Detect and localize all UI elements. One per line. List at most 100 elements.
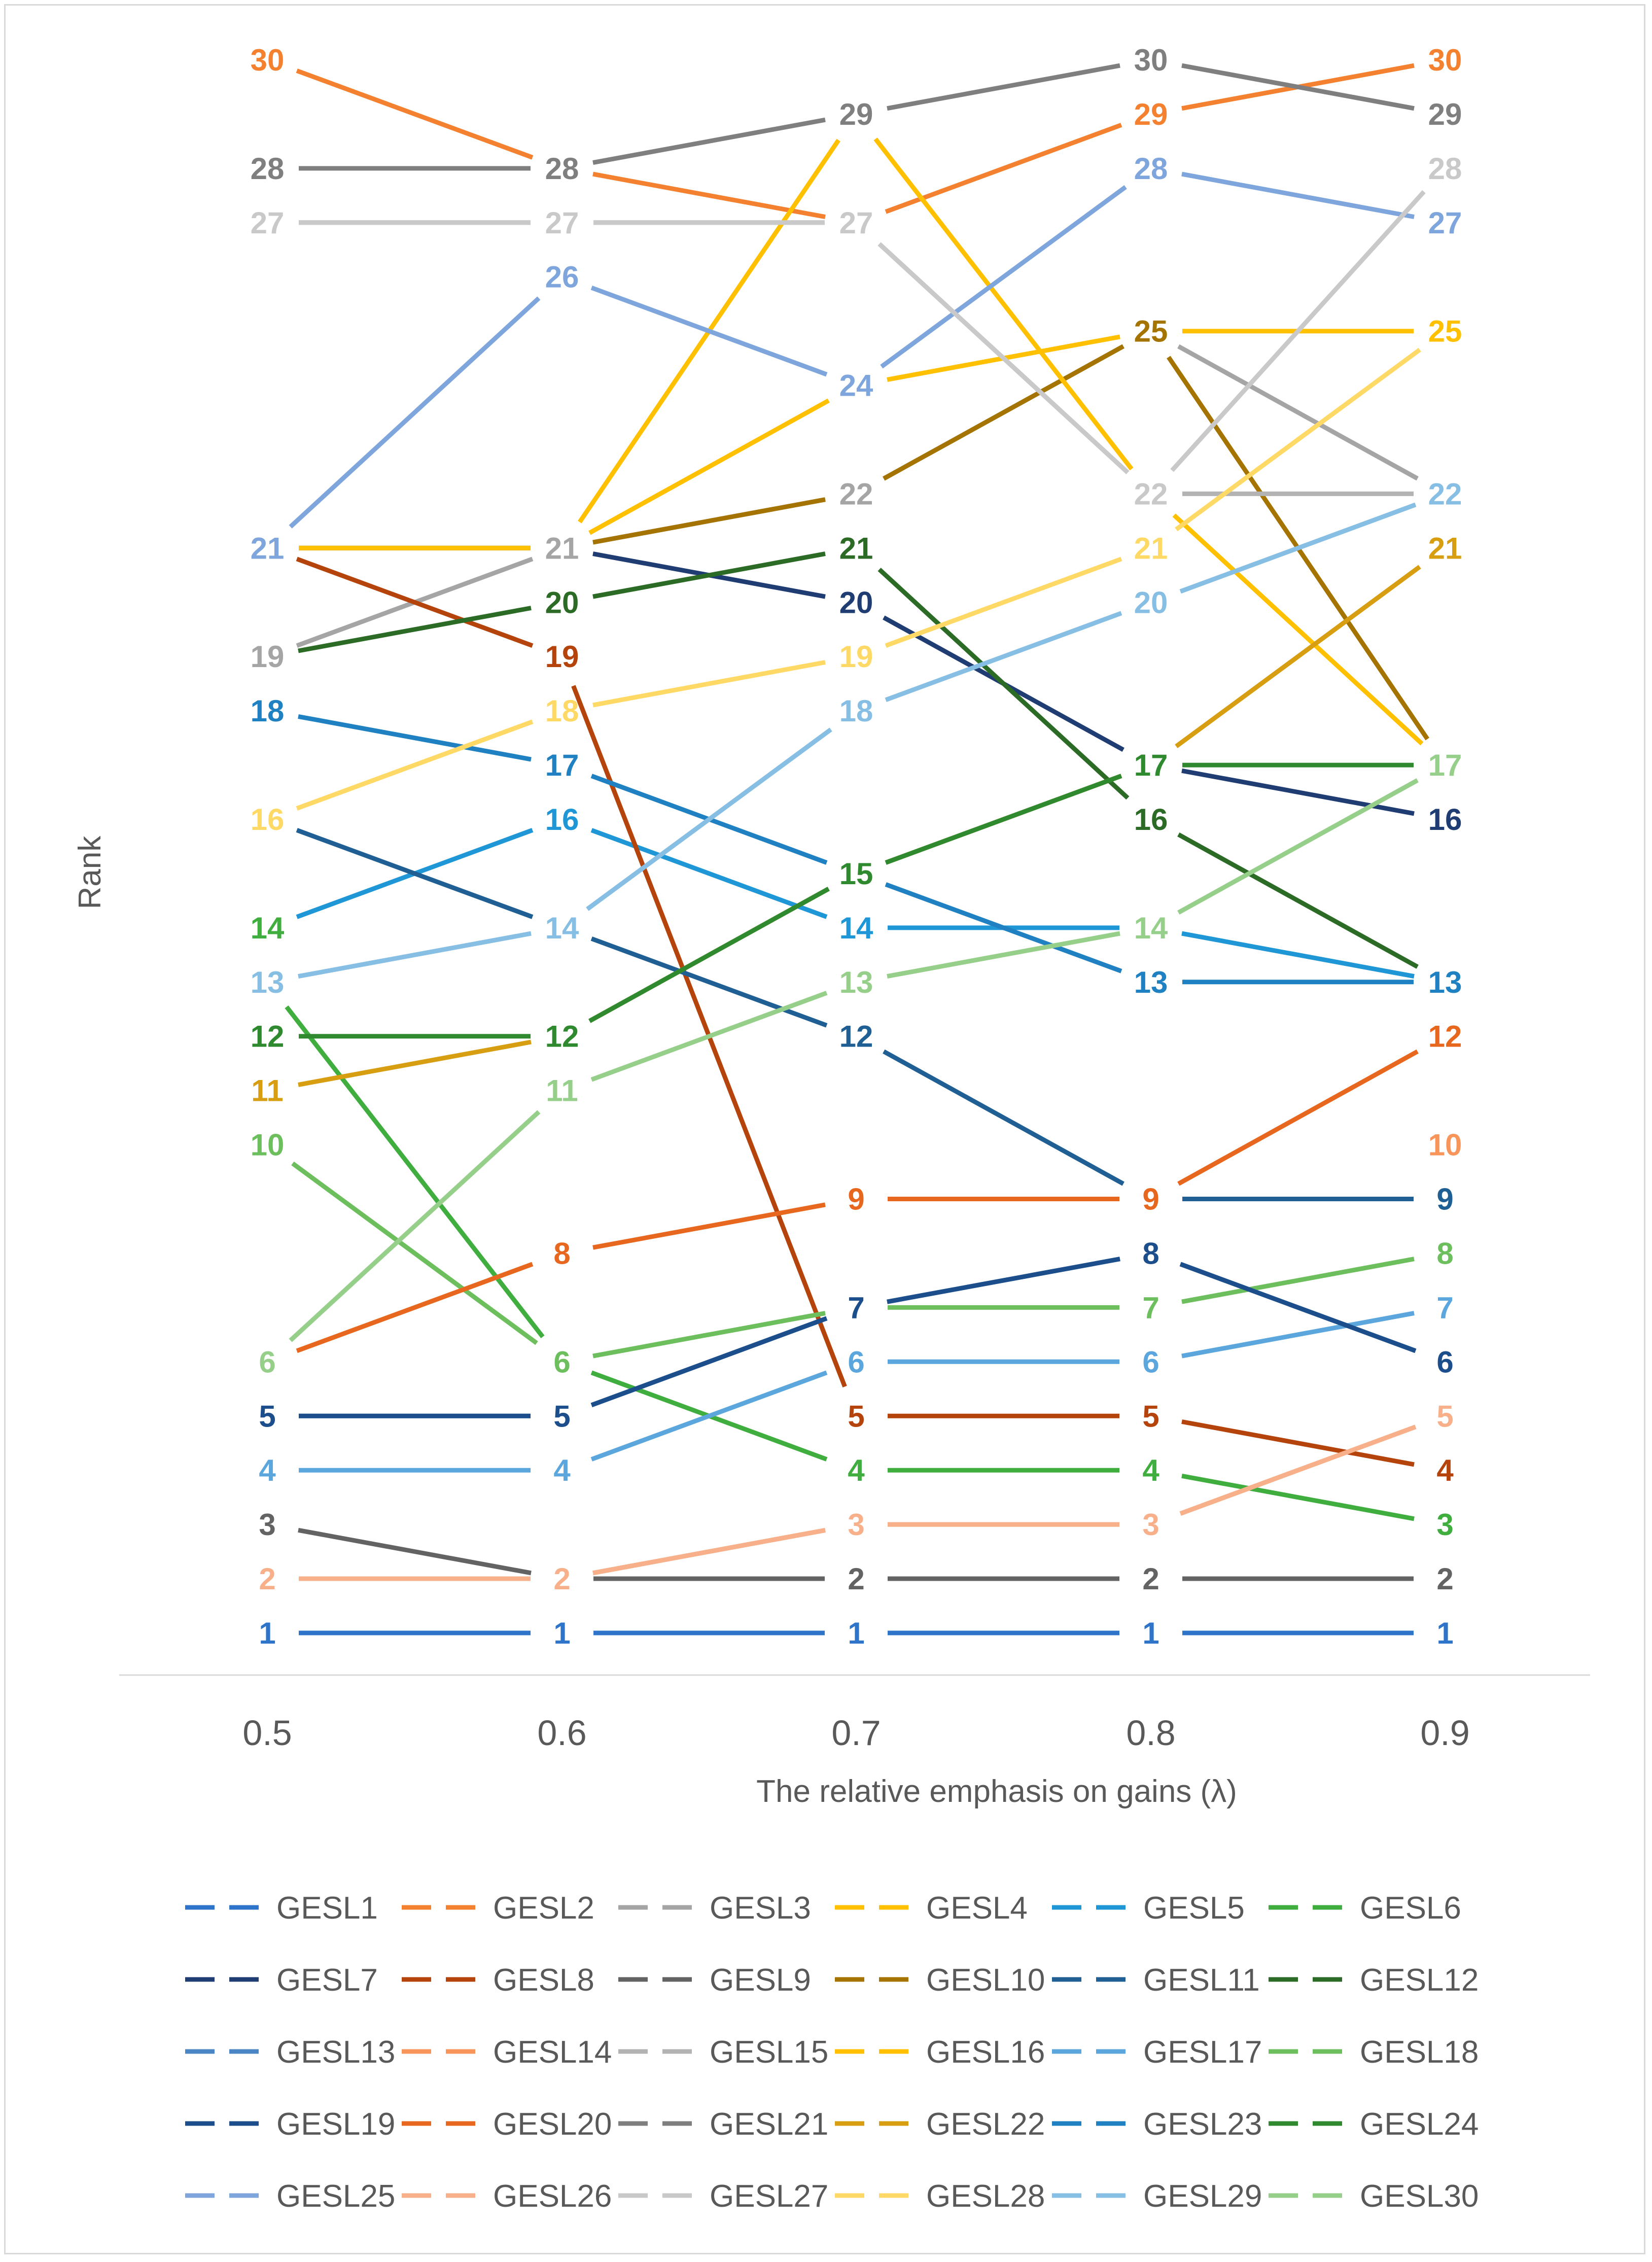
series-lines bbox=[285, 63, 1429, 1635]
line-segment-gesl12-1 bbox=[298, 606, 532, 653]
line-segment-gesl18-2 bbox=[592, 1311, 826, 1359]
rank-label: 4 bbox=[259, 1453, 276, 1487]
rank-label: 13 bbox=[1428, 965, 1462, 999]
line-segment-gesl27-4 bbox=[1170, 190, 1426, 472]
rank-label: 4 bbox=[1436, 1453, 1454, 1487]
line-segment-gesl19-3 bbox=[887, 1257, 1120, 1304]
legend-entry-label: GESL22 bbox=[926, 2107, 1045, 2142]
rank-label: 1 bbox=[1142, 1616, 1159, 1650]
line-segment-gesl5-2 bbox=[590, 828, 828, 919]
legend-entry-label: GESL7 bbox=[276, 1963, 378, 1998]
rank-label: 6 bbox=[1436, 1345, 1453, 1379]
line-segment-gesl27-3 bbox=[877, 242, 1130, 474]
rank-label: 2 bbox=[553, 1562, 570, 1596]
legend-entry-label: GESL25 bbox=[276, 2179, 395, 2214]
x-tick-label: 0.6 bbox=[537, 1713, 586, 1753]
legend-entry-label: GESL3 bbox=[710, 1891, 811, 1926]
line-segment-gesl10-2 bbox=[592, 497, 826, 545]
line-segment-gesl24-3 bbox=[885, 774, 1122, 865]
rank-label: 1 bbox=[259, 1616, 275, 1650]
line-segment-gesl29-3 bbox=[885, 611, 1122, 702]
rank-label: 16 bbox=[251, 803, 285, 837]
line-segment-gesl19-2 bbox=[590, 1316, 828, 1408]
rank-label: 21 bbox=[1134, 531, 1168, 565]
x-tick-label: 0.7 bbox=[831, 1713, 881, 1753]
rank-label: 24 bbox=[839, 369, 873, 403]
line-segment-gesl20-4 bbox=[1177, 1049, 1419, 1186]
legend-entry-label: GESL21 bbox=[710, 2107, 828, 2142]
legend-entry-label: GESL6 bbox=[1360, 1891, 1461, 1926]
line-segment-gesl6-1 bbox=[285, 1005, 545, 1339]
line-segment-gesl17-2 bbox=[590, 1370, 828, 1461]
rank-label: 4 bbox=[1142, 1453, 1159, 1487]
rank-label: 29 bbox=[839, 97, 873, 131]
rank-label: 10 bbox=[251, 1128, 285, 1162]
rank-label: 20 bbox=[1134, 585, 1168, 619]
rank-label: 5 bbox=[848, 1399, 864, 1433]
rank-label: 2 bbox=[848, 1562, 864, 1596]
rank-label: 30 bbox=[1428, 43, 1462, 77]
rank-label: 13 bbox=[839, 965, 873, 999]
rank-label: 18 bbox=[251, 694, 285, 728]
rank-label: 6 bbox=[553, 1345, 570, 1379]
legend: GESL1 GESL2 GESL3 GESL4 GESL5 GESL6 GESL7 GESL8… bbox=[185, 1891, 1479, 2214]
rank-label: 10 bbox=[1428, 1128, 1462, 1162]
line-segment-gesl17-4 bbox=[1181, 1311, 1415, 1359]
rank-label: 28 bbox=[251, 152, 285, 186]
rank-label: 1 bbox=[553, 1616, 570, 1650]
x-axis-title: The relative emphasis on gains (λ) bbox=[756, 1774, 1237, 1809]
rank-label: 22 bbox=[1428, 477, 1462, 511]
line-segment-gesl24-2 bbox=[588, 887, 830, 1023]
legend-entry-label: GESL18 bbox=[1360, 2035, 1479, 2070]
line-segment-gesl12-3 bbox=[877, 568, 1130, 800]
rank-label: 15 bbox=[839, 857, 873, 891]
x-axis-ticks: 0.5 0.6 0.7 0.8 0.9 bbox=[242, 1713, 1469, 1753]
rank-label: 9 bbox=[1142, 1182, 1159, 1216]
rank-label: 12 bbox=[839, 1020, 873, 1054]
legend-entry-label: GESL5 bbox=[1143, 1891, 1245, 1926]
line-segment-gesl2-2 bbox=[592, 171, 826, 219]
line-segment-gesl8-4 bbox=[1181, 1419, 1415, 1467]
rank-label: 13 bbox=[251, 965, 285, 999]
rank-label: 14 bbox=[251, 911, 285, 945]
rank-label: 6 bbox=[848, 1345, 864, 1379]
rank-label: 14 bbox=[839, 911, 873, 945]
line-segment-gesl16-4 bbox=[1172, 513, 1424, 746]
rank-label: 6 bbox=[1142, 1345, 1159, 1379]
legend-entry-label: GESL1 bbox=[276, 1891, 378, 1926]
rank-label: 6 bbox=[259, 1345, 275, 1379]
line-segment-gesl28-2 bbox=[592, 660, 826, 708]
rank-label: 17 bbox=[545, 748, 579, 782]
rank-label: 7 bbox=[1142, 1291, 1159, 1325]
legend-entry-label: GESL14 bbox=[493, 2035, 612, 2070]
line-segment-gesl2-1 bbox=[296, 68, 534, 160]
rank-labels: 3028272119181614131211106543212827262120… bbox=[251, 43, 1462, 1650]
rank-label: 2 bbox=[1142, 1562, 1159, 1596]
rank-label: 1 bbox=[848, 1616, 864, 1650]
legend-entry-label: GESL28 bbox=[926, 2179, 1045, 2214]
x-tick-label: 0.5 bbox=[242, 1713, 292, 1753]
line-segment-gesl12-4 bbox=[1177, 832, 1419, 969]
rank-label: 18 bbox=[839, 694, 873, 728]
line-segment-gesl21-3 bbox=[887, 63, 1120, 111]
rank-label: 5 bbox=[1142, 1399, 1159, 1433]
rank-label: 12 bbox=[545, 1020, 579, 1054]
line-segment-gesl7-4 bbox=[1181, 768, 1415, 816]
rank-label: 25 bbox=[1134, 315, 1168, 349]
line-segment-gesl23-1 bbox=[298, 714, 532, 762]
x-tick-label: 0.8 bbox=[1126, 1713, 1175, 1753]
rank-label: 3 bbox=[1142, 1508, 1159, 1542]
rank-label: 14 bbox=[1134, 911, 1168, 945]
line-segment-gesl11-3 bbox=[883, 1049, 1124, 1186]
rank-label: 5 bbox=[259, 1399, 275, 1433]
legend-entry-label: GESL29 bbox=[1143, 2179, 1262, 2214]
rank-label: 28 bbox=[1428, 152, 1462, 186]
legend-entry-label: GESL9 bbox=[710, 1963, 811, 1998]
legend-entry-label: GESL4 bbox=[926, 1891, 1028, 1926]
rank-label: 11 bbox=[251, 1074, 283, 1108]
rank-label: 4 bbox=[553, 1453, 571, 1487]
line-segment-gesl19-4 bbox=[1179, 1262, 1417, 1353]
rank-label: 21 bbox=[545, 531, 579, 565]
line-segment-gesl8-1 bbox=[296, 556, 534, 648]
